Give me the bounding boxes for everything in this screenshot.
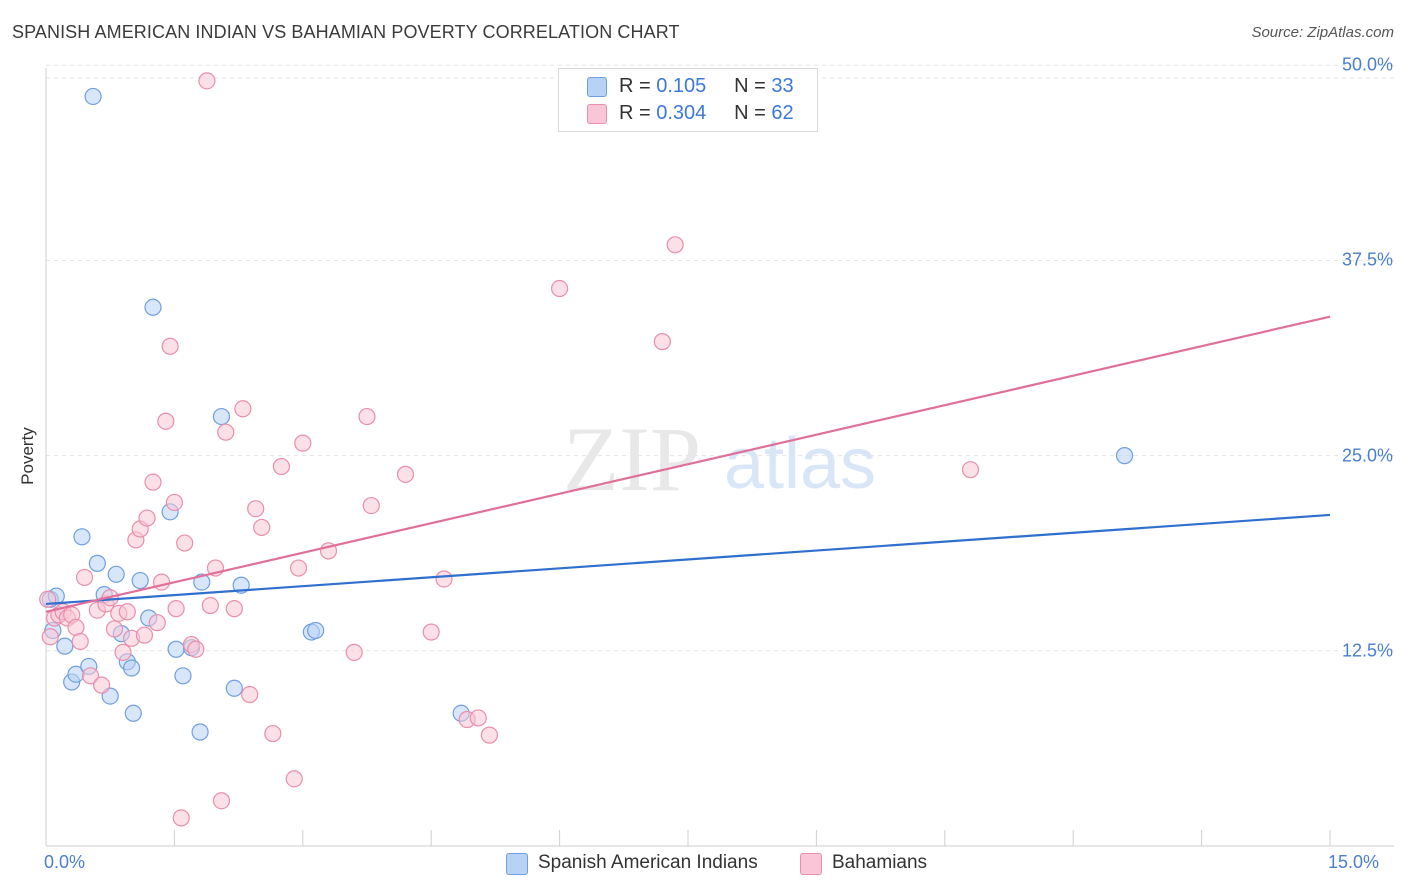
bahamian-point [272,457,290,476]
bahamian-point [187,640,205,658]
spanish-american-indian-point [56,637,74,655]
watermark-zip: ZIP [563,408,701,510]
bahamian-point [294,434,312,452]
bahamian-trend-line [45,315,1331,613]
n-label: N = [734,75,766,97]
spanish-american-indian-point [307,621,325,640]
spanish-american-indian-point [1115,447,1134,465]
spanish-american-indian-point [88,554,106,572]
spanish-american-indian-point [123,659,141,677]
bahamian-point [396,465,415,483]
y-tick-label: 25.0% [1341,445,1393,466]
gridlines [46,64,1394,652]
y-tick-label: 37.5% [1341,249,1393,270]
spanish-american-indian-point [212,407,231,426]
bahamian-point [161,337,179,355]
bahamian-point [362,496,380,515]
blue-swatch [587,77,607,97]
x-tick-label-max: 15.0% [1328,852,1380,872]
bahamian-point [289,559,308,577]
spanish-american-indian-point [124,704,142,722]
bahamian-point [550,279,569,298]
bahamian-point [201,596,219,615]
bahamian-point [225,600,243,618]
pink-swatch [587,104,607,124]
bahamian-point [961,461,980,479]
y-axis-label: Poverty [18,427,37,485]
bahamian-point [666,236,684,254]
legend-label: Spanish American Indians [538,852,758,873]
bahamian-point [75,568,94,587]
bahamian-point [105,620,124,638]
n-value: 33 [771,75,794,97]
bahamian-point [217,423,235,441]
bahamian-point [172,809,190,827]
spanish-american-indian-point [144,298,162,316]
bahamian-point [422,623,440,641]
bahamian-point [144,473,162,491]
spanish-american-indian-point [73,528,91,546]
spanish-american-indian-point [191,723,209,741]
bahamian-point [247,500,265,518]
bahamian-point [264,724,282,743]
spanish-american-indian-point [167,640,185,658]
watermark-atlas: atlas [724,424,876,504]
stats-legend: R = 0.105 N = 33 R = 0.304 N = 62 [558,68,818,132]
bahamian-point [81,667,100,685]
trend-lines [45,315,1331,613]
bahamian-point [253,518,271,537]
bahamian-point [41,628,59,646]
bahamian-point [285,770,303,788]
y-tick-label: 50.0% [1341,54,1393,75]
bahamian-point [157,412,175,430]
bahamian-point [93,676,111,694]
bahamian-point [138,509,156,527]
bahamian-point [176,534,194,552]
axes [45,68,1394,847]
bahamian-point [480,726,499,744]
bahamian-point [469,709,487,727]
spanish-american-indian-point [84,87,102,106]
bahamian-point [165,493,183,512]
n-value: 62 [771,102,794,124]
bahamian-point [148,614,166,632]
n-label: N = [734,102,766,124]
bahamian-point [358,407,376,426]
source-label: Source: ZipAtlas.com [1251,24,1394,41]
chart-title: SPANISH AMERICAN INDIAN VS BAHAMIAN POVE… [12,22,680,42]
y-tick-label: 12.5% [1341,640,1393,661]
x-tick-label-min: 0.0% [44,852,86,872]
bahamian-point [118,603,136,621]
spanish-american-indian-point [225,679,243,697]
spanish-american-indian-point [174,667,192,685]
r-value: 0.105 [656,75,707,97]
bahamian-point [234,400,252,418]
bahamian-point [152,573,171,591]
watermark: ZIP atlas [563,408,876,510]
r-value: 0.304 [656,102,707,124]
bahamian-point [198,72,216,90]
spanish-american-indian-point [131,571,149,590]
bahamian-point [167,600,185,618]
legend-label: Bahamians [832,852,928,873]
blue-swatch [506,853,528,875]
r-label: R = [619,75,651,97]
bahamian-point [212,792,231,810]
bahamian-point [241,685,259,704]
bahamian-point [135,626,154,644]
bahamian-point [345,643,363,661]
bahamian-point [114,643,132,661]
bahamian-point [435,570,453,588]
bahamian-point [71,632,89,651]
bahamian-point [653,333,671,351]
spanish-american-indian-point [107,565,125,583]
spanish-american-indian-trend-line [45,513,1331,606]
r-label: R = [619,102,651,124]
pink-swatch [800,853,822,875]
series-legend: Spanish American Indians Bahamians [0,852,1406,878]
spanish-american-indian-point [193,573,211,591]
